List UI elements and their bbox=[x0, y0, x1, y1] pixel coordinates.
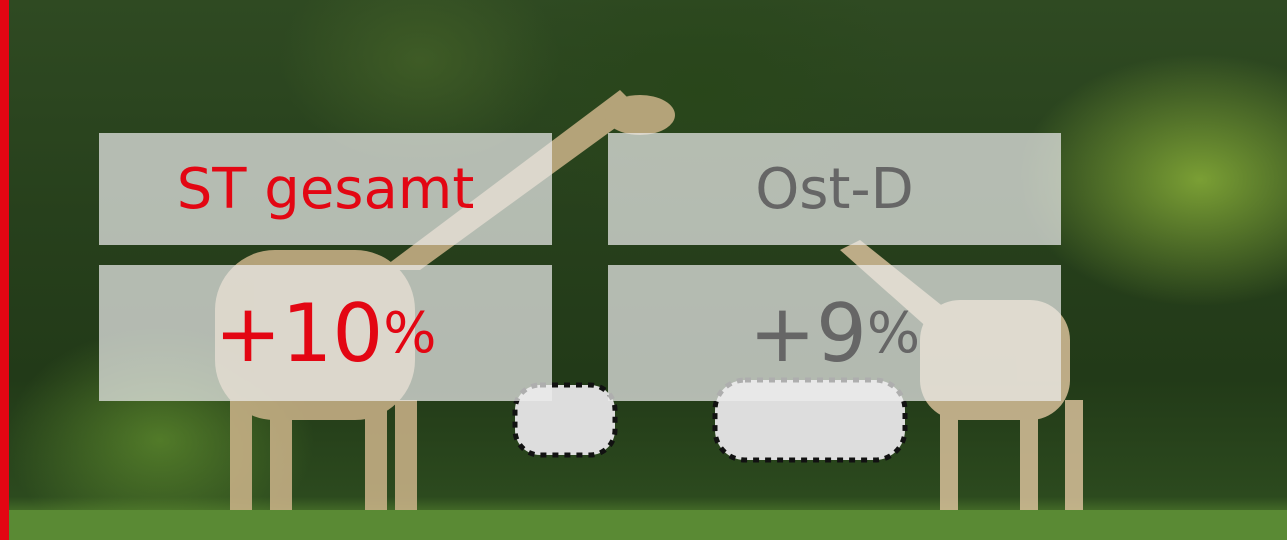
accent-bar bbox=[0, 0, 9, 540]
grass bbox=[0, 510, 1287, 540]
page: Slide {"tiles": [ {"label": "ST gesamt",… bbox=[0, 0, 1287, 540]
tile-label: Ost-D bbox=[608, 133, 1061, 245]
body: ST gesamt Ost-D +10% +9% (() => { const … bbox=[0, 0, 1287, 540]
value-unit: % bbox=[383, 301, 436, 366]
tile-label: ST gesamt bbox=[99, 133, 552, 245]
value-number: +10 bbox=[214, 287, 383, 380]
slide: ST gesamt Ost-D +10% +9% bbox=[0, 0, 1287, 540]
tile-value: +9% bbox=[608, 265, 1061, 401]
value-number: +9 bbox=[749, 287, 867, 380]
value-unit: % bbox=[867, 301, 920, 366]
label: ST gesamt bbox=[177, 157, 475, 222]
tile-value: +10% bbox=[99, 265, 552, 401]
label: Ost-D bbox=[755, 157, 914, 222]
